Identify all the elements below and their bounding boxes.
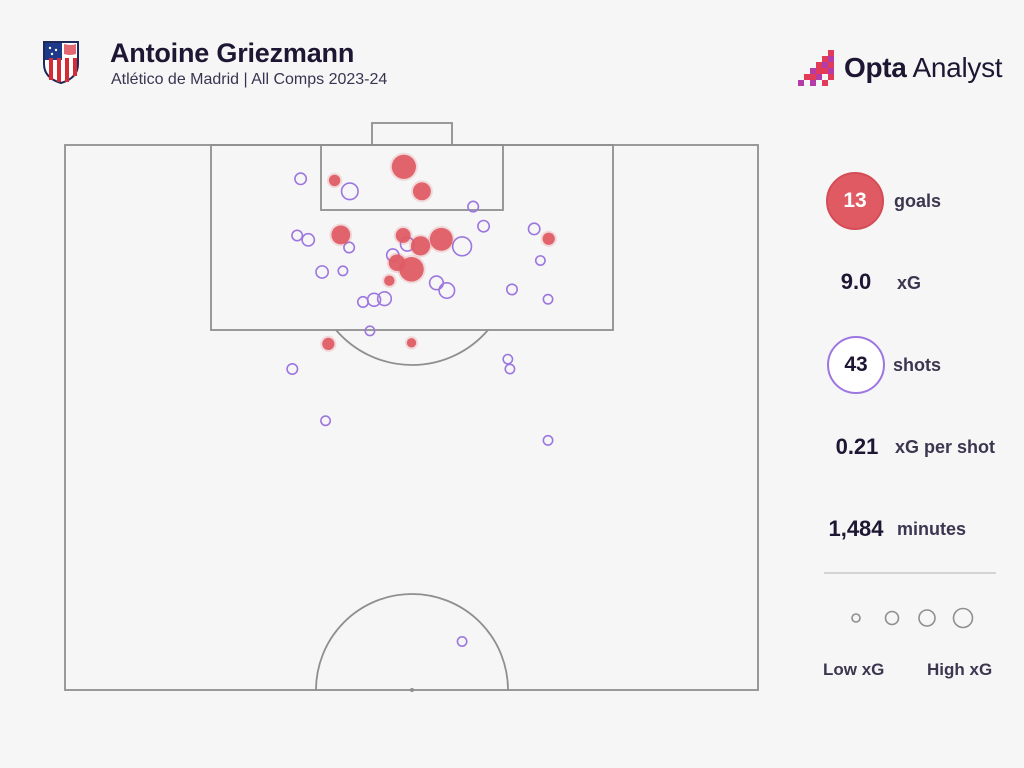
goal-marker [399,257,424,282]
shot-marker [343,241,356,254]
shot-marker [505,283,519,296]
legend-circle-2 [884,610,900,626]
goals-value: 13 [826,172,884,230]
penalty-arc [335,329,489,366]
shots-layer [286,172,554,647]
goals-label: goals [894,191,942,211]
shot-marker [356,295,370,308]
xg-per-shot-label: xG per shot [895,437,996,457]
goals-layer [320,152,557,353]
goal-marker [542,232,555,245]
shot-marker [286,362,299,376]
shot-marker [301,232,316,247]
shots-value: 43 [827,336,885,394]
legend-circle-4 [952,607,974,629]
page-subtitle: Atlético de Madrid | All Comps 2023-24 [111,71,388,88]
stat-goals: 13 goals [820,171,1020,231]
xg-value: 9.0 [840,269,872,294]
brand-name: Opta Analyst [844,52,1003,83]
shot-marker [451,236,473,257]
goal-marker [429,227,453,251]
legend-circle-3 [918,609,936,627]
shots-label: shots [893,355,942,375]
shot-marker [340,182,359,201]
goal-marker [395,228,411,243]
legend-circle-1 [851,613,861,623]
shot-marker [366,292,382,308]
shot-marker [542,434,554,446]
shot-marker [320,415,332,427]
shot-marker [504,363,516,375]
xg-label: xG [897,273,922,293]
minutes-value: 1,484 [828,516,884,541]
stat-shots: 43 shots [820,335,1020,395]
shot-marker [542,293,554,305]
goal-marker [406,338,417,348]
shot-marker [294,172,308,186]
shot-marker [337,265,349,277]
shot-marker [364,325,376,337]
pitch-outline [64,144,759,691]
shot-marker [527,222,541,236]
shot-marker [428,275,445,291]
shot-marker [467,200,480,213]
stat-xg: 9.0 xG [820,253,1020,313]
stat-xg-per-shot: 0.21 xG per shot [820,417,1020,477]
goal [371,122,453,146]
xg-per-shot-value: 0.21 [835,434,879,459]
center-circle [315,593,509,691]
xg-size-legend [851,607,974,629]
goal-marker [328,174,341,187]
shot-marker [456,636,468,647]
stat-minutes: 1,484 minutes [820,499,1020,559]
atletico-crest-icon [43,41,79,84]
goal-marker [412,182,431,201]
shot-marker [534,255,546,267]
legend-low-label: Low xG [823,660,885,679]
stats-divider [824,572,996,574]
center-spot [410,688,414,692]
shot-marker [502,353,514,365]
goal-marker [322,337,335,351]
opta-analyst-logo: Opta Analyst [798,50,1008,90]
shot-marker [291,229,304,242]
goal-marker [384,275,395,286]
legend-high-label: High xG [927,660,993,679]
pitch-lines [64,122,759,691]
opta-logo-icon [798,50,834,86]
shot-marker [477,219,491,233]
page-title: Antoine Griezmann [110,38,355,68]
minutes-label: minutes [897,519,967,539]
goal-marker [391,154,416,179]
shot-marker [438,281,456,300]
goal-marker [410,236,431,256]
shot-marker [376,291,393,307]
goal-marker [331,225,351,245]
shot-marker [315,265,330,279]
